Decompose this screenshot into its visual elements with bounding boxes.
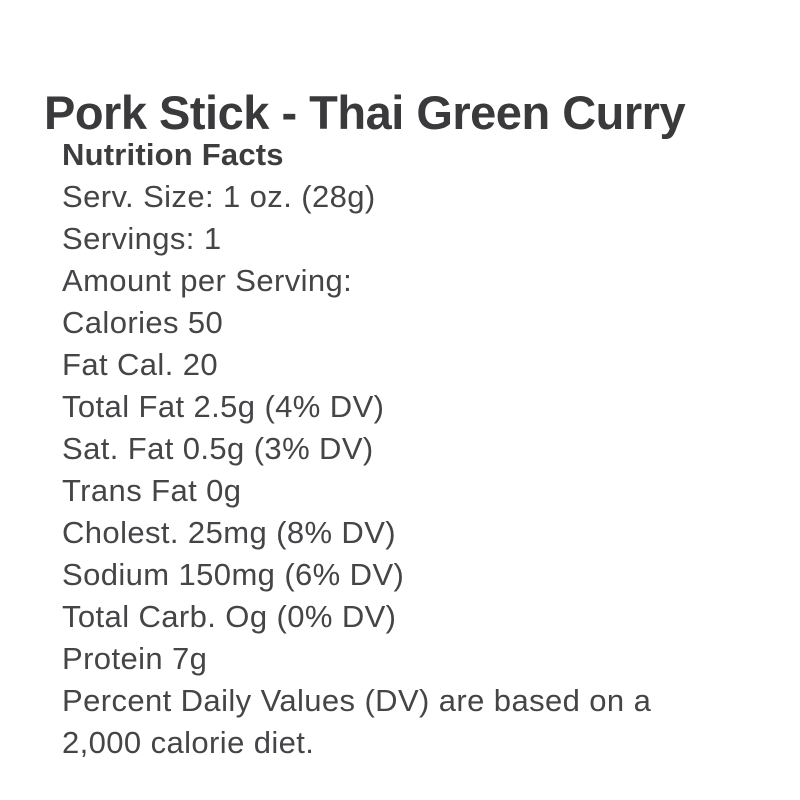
saturated-fat-line: Sat. Fat 0.5g (3% DV) bbox=[62, 431, 374, 466]
calories-line: Calories 50 bbox=[62, 305, 224, 340]
protein-line: Protein 7g bbox=[62, 641, 208, 676]
total-fat-line: Total Fat 2.5g (4% DV) bbox=[62, 389, 385, 424]
nutrition-facts-block: Nutrition Facts Serv. Size: 1 oz. (28g) … bbox=[62, 134, 762, 764]
sodium-line: Sodium 150mg (6% DV) bbox=[62, 557, 405, 592]
page-title: Pork Stick - Thai Green Curry bbox=[44, 86, 686, 140]
cholesterol-line: Cholest. 25mg (8% DV) bbox=[62, 515, 397, 550]
amount-per-serving-line: Amount per Serving: bbox=[62, 263, 353, 298]
trans-fat-line: Trans Fat 0g bbox=[62, 473, 242, 508]
serving-size-line: Serv. Size: 1 oz. (28g) bbox=[62, 179, 376, 214]
fat-calories-line: Fat Cal. 20 bbox=[62, 347, 219, 382]
total-carb-line: Total Carb. Og (0% DV) bbox=[62, 599, 397, 634]
daily-values-note-line-2: 2,000 calorie diet. bbox=[62, 725, 315, 760]
daily-values-note-line-1: Percent Daily Values (DV) are based on a bbox=[62, 683, 652, 718]
nutrition-facts-heading: Nutrition Facts bbox=[62, 137, 284, 172]
servings-line: Servings: 1 bbox=[62, 221, 222, 256]
